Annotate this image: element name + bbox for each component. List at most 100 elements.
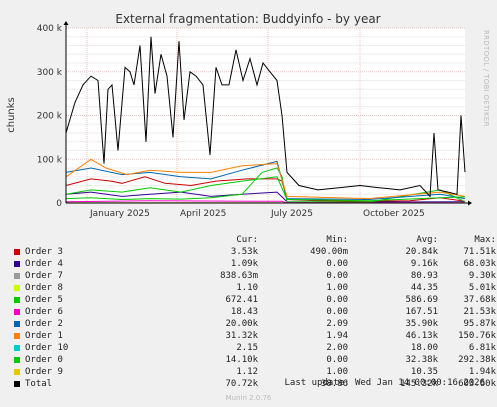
legend-avg: 35.90k [405, 319, 438, 329]
legend-series-name: Order 3 [25, 247, 63, 257]
axes [63, 21, 472, 206]
legend-cur: 3.53k [230, 247, 258, 257]
series-line-order-1 [65, 158, 466, 200]
legend-swatch [14, 249, 20, 255]
legend-min: 38.86 [320, 379, 348, 389]
legend-row: Order 2 20.00k 2.09 35.90k 95.87k [14, 318, 496, 330]
legend-avg: 9.16k [410, 259, 438, 269]
legend-swatch [14, 357, 20, 363]
legend-header-max: Max: [474, 235, 496, 245]
version-label: Munin 2.0.76 [225, 394, 272, 402]
legend-series-name: Order 8 [25, 283, 63, 293]
legend-avg: 10.35 [410, 367, 438, 377]
x-tick-label: July 2025 [270, 209, 313, 219]
legend-avg: 586.69 [405, 295, 438, 305]
legend-avg: 32.38k [405, 355, 438, 365]
legend-series-name: Order 10 [25, 343, 69, 353]
legend-max: 603.60k [458, 379, 496, 389]
legend-cur: 1.12 [236, 367, 258, 377]
legend-min: 2.00 [326, 343, 348, 353]
legend-row: Order 10 2.15 2.00 18.00 6.81k [14, 342, 496, 354]
legend-min: 0.00 [326, 271, 348, 281]
legend-max: 95.87k [463, 319, 496, 329]
legend-swatch [14, 273, 20, 279]
legend-series-name: Order 5 [25, 295, 63, 305]
legend-row: Order 9 1.12 1.00 10.35 1.94k [14, 366, 496, 378]
legend-min: 0.00 [326, 259, 348, 269]
legend-row: Order 4 1.09k 0.00 9.16k 68.03k [14, 258, 496, 270]
legend-avg: 145.32k [400, 379, 438, 389]
series-line-order-3 [65, 176, 466, 202]
legend-row: Order 0 14.10k 0.00 32.38k 292.38k [14, 354, 496, 366]
series-line-total [65, 36, 466, 198]
series-line-order-0 [65, 176, 466, 202]
legend-max: 68.03k [463, 259, 496, 269]
legend-max: 9.30k [468, 271, 496, 281]
legend-min: 0.00 [326, 307, 348, 317]
legend-cur: 672.41 [225, 295, 258, 305]
y-tick-label: 300 k [37, 68, 63, 78]
legend-swatch [14, 345, 20, 351]
legend-min: 0.00 [326, 295, 348, 305]
y-axis-label: chunks [6, 97, 17, 133]
legend-cur: 1.10 [236, 283, 258, 293]
legend-cur: 838.63m [220, 271, 258, 281]
y-tick-labels: 0 100 k 200 k 300 k 400 k [37, 24, 63, 209]
legend-row: Order 7 838.63m 0.00 80.93 9.30k [14, 270, 496, 282]
grid-lines [66, 27, 465, 203]
legend-series-name: Order 2 [25, 319, 63, 329]
legend-cur: 14.10k [225, 355, 258, 365]
legend-max: 5.01k [468, 283, 496, 293]
x-tick-label: October 2025 [363, 209, 425, 219]
legend: Cur: Min: Avg: Max: Order 3 3.53k 490.00m 2… [14, 234, 496, 390]
legend-min: 490.00m [310, 247, 348, 257]
legend-swatch [14, 381, 20, 387]
legend-cur: 70.72k [225, 379, 258, 389]
legend-row: Order 5 672.41 0.00 586.69 37.68k [14, 294, 496, 306]
legend-row: Order 1 31.32k 1.94 46.13k 150.76k [14, 330, 496, 342]
last-update: Last update: Wed Jan 14 00:00:16 2026 [284, 378, 485, 388]
legend-swatch [14, 261, 20, 267]
legend-cur: 18.43 [230, 307, 258, 317]
legend-max: 6.81k [468, 343, 496, 353]
legend-min: 1.00 [326, 283, 348, 293]
x-tick-label: January 2025 [89, 209, 150, 219]
chart: 0 100 k 200 k 300 k 400 k January 2025 April … [6, 12, 472, 219]
y-tick-label: 0 [56, 199, 62, 209]
legend-swatch [14, 285, 20, 291]
legend-header: Cur: Min: Avg: Max: [14, 234, 496, 246]
legend-rows: Order 3 3.53k 490.00m 20.84k 71.51k Order 4 1.… [14, 246, 496, 390]
legend-max: 292.38k [458, 355, 496, 365]
legend-swatch [14, 297, 20, 303]
legend-avg: 167.51 [405, 307, 438, 317]
legend-series-name: Order 9 [25, 367, 63, 377]
legend-avg: 20.84k [405, 247, 438, 257]
legend-max: 150.76k [458, 331, 496, 341]
legend-cur: 1.09k [230, 259, 258, 269]
y-tick-label: 100 k [37, 155, 63, 165]
legend-header-cur: Cur: [236, 235, 258, 245]
legend-row: Order 8 1.10 1.00 44.35 5.01k [14, 282, 496, 294]
legend-max: 37.68k [463, 295, 496, 305]
y-axis-arrow [63, 21, 69, 25]
legend-max: 21.53k [463, 307, 496, 317]
legend-avg: 44.35 [410, 283, 438, 293]
legend-avg: 80.93 [410, 271, 438, 281]
y-tick-label: 200 k [37, 112, 63, 122]
legend-swatch [14, 369, 20, 375]
legend-min: 1.94 [326, 331, 348, 341]
legend-swatch [14, 321, 20, 327]
series-line-order-2 [65, 160, 466, 201]
legend-series-name: Order 7 [25, 271, 63, 281]
rrdtool-credit: RRDTOOL / TOBI OETIKER [482, 30, 490, 127]
legend-avg: 18.00 [410, 343, 438, 353]
x-axis-arrow [468, 200, 472, 206]
legend-min: 1.00 [326, 367, 348, 377]
x-tick-label: April 2025 [180, 209, 226, 219]
legend-cur: 20.00k [225, 319, 258, 329]
legend-avg: 46.13k [405, 331, 438, 341]
legend-series-name: Order 4 [25, 259, 63, 269]
x-tick-labels: January 2025 April 2025 July 2025 October 2… [89, 209, 425, 219]
legend-swatch [14, 309, 20, 315]
legend-series-name: Total [25, 379, 53, 389]
